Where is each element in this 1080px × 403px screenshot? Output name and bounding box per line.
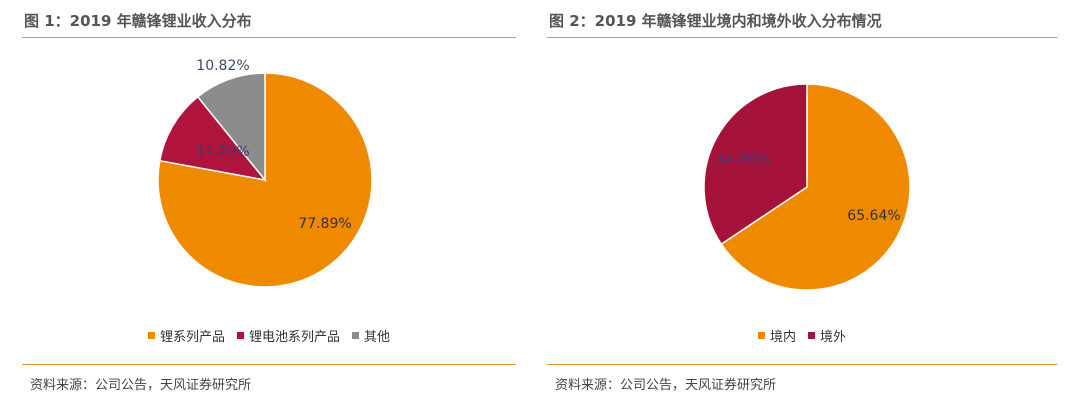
- slice-value-label: 77.89%: [298, 216, 351, 232]
- chart-legend: 锂系列产品 锂电池系列产品 其他: [22, 326, 516, 345]
- pie-slice: [703, 83, 808, 246]
- legend-label: 境外: [820, 330, 847, 345]
- legend-swatch: [808, 332, 815, 339]
- slice-value-label: 11.29%: [196, 144, 249, 160]
- source-note: 资料来源：公司公告，天风证券研究所: [555, 378, 777, 393]
- legend-swatch: [236, 332, 244, 339]
- slice-value-label: 34.36%: [716, 152, 769, 168]
- legend-swatch: [352, 332, 359, 339]
- slice-value-label: 10.82%: [196, 58, 249, 74]
- title-divider: [22, 37, 516, 38]
- legend-swatch: [757, 332, 765, 339]
- chart-title: 图 1：2019 年赣锋锂业收入分布: [24, 12, 252, 30]
- legend-item: 境外: [808, 326, 846, 345]
- legend-label: 境内: [769, 330, 796, 345]
- pie-chart-revenue-by-region: 65.64% 34.36%: [703, 83, 911, 291]
- pie-slice: [157, 72, 373, 288]
- legend-item: 其他: [352, 326, 390, 345]
- source-divider: [22, 364, 516, 365]
- pie-slice: [720, 83, 911, 291]
- chart-title: 图 2：2019 年赣锋锂业境内和境外收入分布情况: [549, 12, 882, 30]
- pie-slice: [158, 95, 267, 182]
- title-divider: [547, 37, 1057, 38]
- figure-2-panel: 图 2：2019 年赣锋锂业境内和境外收入分布情况 65.64% 34.36% 境…: [547, 0, 1057, 403]
- legend-label: 其他: [364, 330, 391, 345]
- legend-label: 锂系列产品: [159, 330, 225, 345]
- legend-item: 境内: [757, 326, 796, 345]
- legend-label: 锂电池系列产品: [248, 330, 340, 345]
- legend-swatch: [147, 332, 155, 339]
- chart-legend: 境内 境外: [547, 326, 1057, 345]
- source-note: 资料来源：公司公告，天风证券研究所: [30, 378, 252, 393]
- legend-item: 锂系列产品: [147, 326, 225, 345]
- pie-slice: [196, 72, 266, 183]
- slice-value-label: 65.64%: [847, 208, 900, 224]
- source-divider: [547, 364, 1057, 365]
- legend-item: 锂电池系列产品: [236, 326, 340, 345]
- pie-chart-revenue-by-product: 77.89% 11.29% 10.82%: [157, 58, 373, 288]
- figure-1-panel: 图 1：2019 年赣锋锂业收入分布 77.89% 11.29% 10.82% 锂系…: [22, 0, 516, 403]
